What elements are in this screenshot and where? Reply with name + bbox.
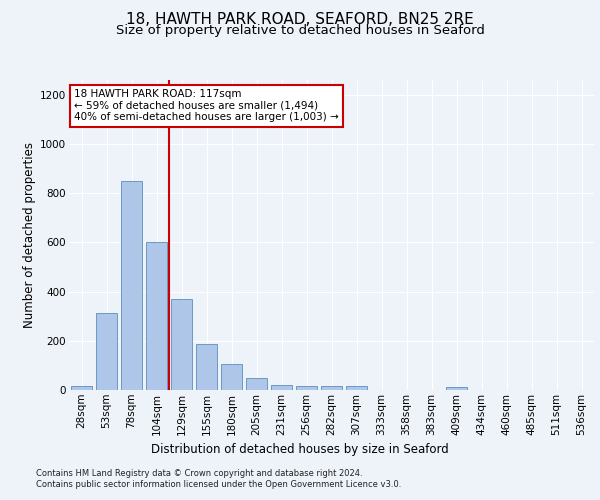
Bar: [71, 386, 92, 390]
Bar: [296, 386, 317, 390]
Text: Size of property relative to detached houses in Seaford: Size of property relative to detached ho…: [116, 24, 484, 37]
Bar: [96, 312, 117, 390]
Bar: [246, 378, 267, 390]
Bar: [271, 384, 292, 390]
Y-axis label: Number of detached properties: Number of detached properties: [23, 142, 36, 328]
Bar: [121, 181, 142, 390]
Bar: [146, 242, 167, 390]
Bar: [321, 386, 342, 390]
Bar: [446, 387, 467, 390]
Text: Contains public sector information licensed under the Open Government Licence v3: Contains public sector information licen…: [36, 480, 401, 489]
Bar: [346, 386, 367, 390]
Text: Distribution of detached houses by size in Seaford: Distribution of detached houses by size …: [151, 442, 449, 456]
Bar: [171, 299, 192, 390]
Text: Contains HM Land Registry data © Crown copyright and database right 2024.: Contains HM Land Registry data © Crown c…: [36, 469, 362, 478]
Text: 18, HAWTH PARK ROAD, SEAFORD, BN25 2RE: 18, HAWTH PARK ROAD, SEAFORD, BN25 2RE: [126, 12, 474, 28]
Text: 18 HAWTH PARK ROAD: 117sqm
← 59% of detached houses are smaller (1,494)
40% of s: 18 HAWTH PARK ROAD: 117sqm ← 59% of deta…: [74, 90, 339, 122]
Bar: [196, 344, 217, 390]
Bar: [221, 364, 242, 390]
